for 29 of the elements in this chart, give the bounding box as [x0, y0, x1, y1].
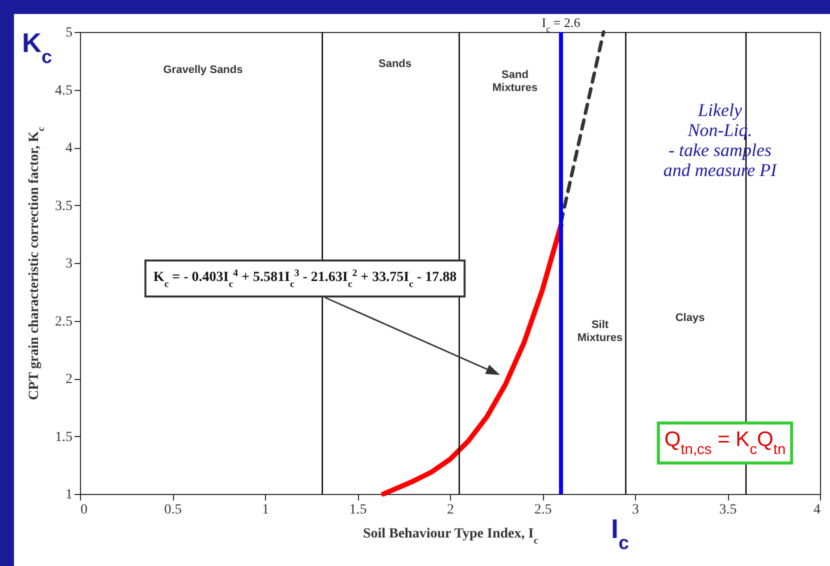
annotation: Sands — [378, 58, 412, 70]
ref-line-label: I$_{c}$ = 2.6 — [542, 15, 581, 34]
y-tick-label: 3 — [66, 256, 72, 272]
y-tick-label: 3.5 — [55, 198, 72, 214]
y-tick-label: 4 — [66, 141, 72, 156]
x-tick-label: 1.5 — [349, 502, 367, 518]
annotation: Clays — [675, 312, 705, 324]
x-tick-label: 3 — [632, 502, 639, 518]
annotation: Silt Mixtures — [577, 319, 623, 344]
y-tick-label: 1.5 — [55, 430, 72, 445]
x-tick-label: 1 — [262, 502, 269, 518]
text: I$_{c}$ — [610, 514, 630, 554]
x-tick-label: 2.5 — [534, 502, 552, 518]
annotation: Q$_{tn,cs}$ = K$_{c}$Q$_{tn}$ — [664, 428, 786, 458]
y-tick-label: 4.5 — [55, 83, 72, 98]
annotation: Sand Mixtures — [492, 69, 538, 94]
y-tick-label: 1 — [66, 488, 72, 502]
annotation: Gravelly Sands — [163, 64, 243, 76]
x-tick-label: 2 — [447, 502, 454, 518]
y-tick-label: 2.5 — [55, 314, 72, 330]
x-tick-label: 0.5 — [164, 502, 182, 518]
text: K$_{c}$ — [22, 28, 52, 68]
x-tick-label: 0 — [80, 502, 88, 518]
x-tick-label: 3.5 — [719, 502, 737, 518]
y-tick-label: 5 — [66, 26, 72, 40]
text: K$_{c}$ = - 0.403I$_{c}$$^{4}$ + 5.581I$_{c}$$^{3}$ - 21.63I$_{c}$$^{2}$ + 33.75I$_{c}$ - 17.88 — [153, 268, 457, 290]
y-tick-label: 2 — [66, 372, 72, 387]
x-tick-label: 4 — [814, 502, 820, 518]
x-axis-title: Soil Behaviour Type Index, I$_{c}$ — [362, 526, 539, 546]
